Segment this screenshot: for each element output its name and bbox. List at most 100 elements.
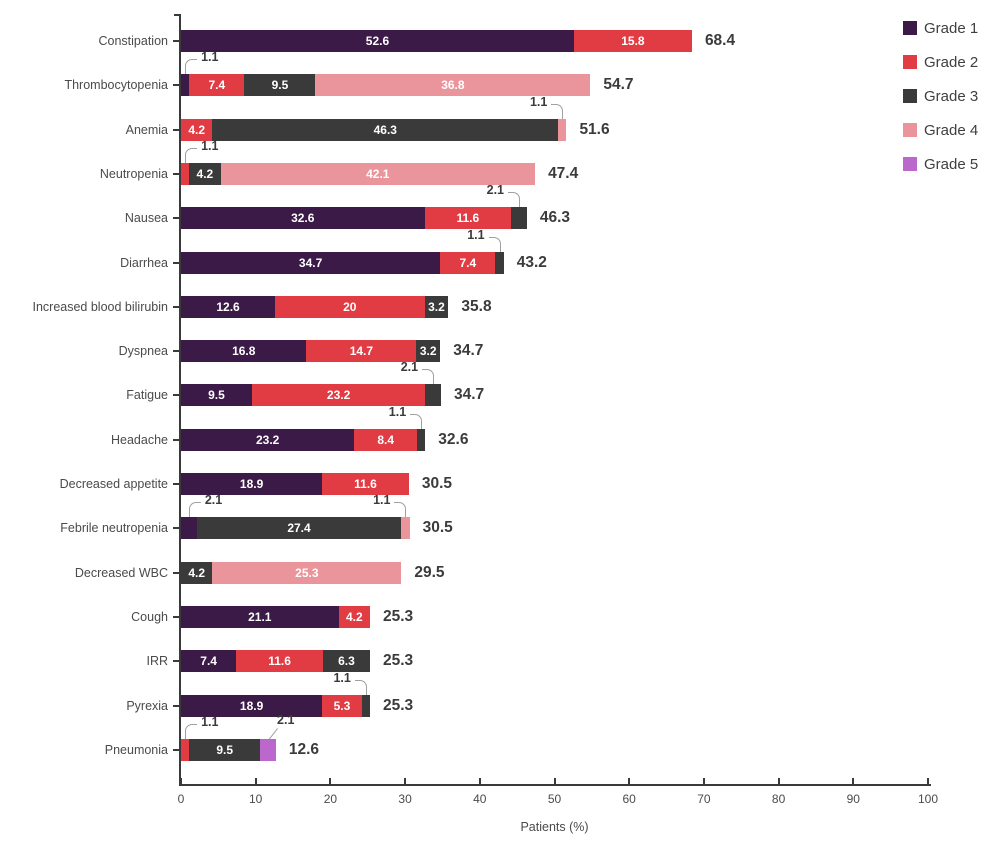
- category-axis-tick: [173, 128, 179, 131]
- segment-value-label: 52.6: [365, 34, 390, 48]
- y-axis-line: [179, 14, 181, 786]
- stacked-bar: 52.6 15.8: [181, 30, 692, 52]
- total-value-label: 29.5: [414, 563, 445, 581]
- x-axis-tick-label: 90: [846, 792, 860, 806]
- bar-segment-grade-3: [361, 694, 370, 717]
- stacked-bar: 7.4 11.6 6.3: [181, 650, 370, 673]
- bar-segment-grade-2: 7.4: [189, 74, 245, 97]
- bar-segment-grade-3: 4.2: [181, 561, 213, 584]
- category-axis-tick: [173, 748, 179, 751]
- legend-swatch: [903, 89, 917, 103]
- bar-row: Nausea 2.1 32.6 11.6 46.3: [125, 183, 941, 230]
- bar-segment-grade-3: 9.5: [244, 74, 316, 97]
- category-label: Neutropenia: [99, 166, 168, 181]
- callout-value-label: 1.1: [201, 138, 219, 153]
- bar-segment-grade-3: 3.2: [424, 295, 449, 318]
- bar-row: Neutropenia 1.1 4.2 42.1 47.4: [100, 139, 941, 185]
- bar-segment-grade-3: [417, 428, 426, 451]
- x-axis-label: Patients (%): [520, 820, 589, 834]
- bar-segment-grade-1: 18.9: [181, 694, 323, 717]
- segment-value-label: 20: [343, 299, 357, 314]
- legend-item-grade-4: Grade 4: [903, 120, 978, 140]
- legend-item-grade-3: Grade 3: [903, 86, 978, 106]
- callout-leader-line: [185, 147, 198, 164]
- bar-segment-grade-2: 15.8: [573, 30, 692, 52]
- x-axis-tick-label: 50: [547, 792, 562, 806]
- bar-row: Cough 21.1 4.2 25.3: [131, 605, 941, 628]
- callout-leader-line: [410, 413, 423, 430]
- bar-segment-grade-1: 18.9: [181, 473, 323, 495]
- bar-segment-grade-1: [181, 74, 190, 97]
- bar-segment-grade-2: 11.6: [424, 207, 512, 230]
- x-axis-tick: [628, 778, 631, 784]
- total-value-label: 25.3: [382, 607, 414, 625]
- total-value-label: 54.7: [603, 76, 634, 94]
- y-axis-top-tick: [174, 14, 180, 16]
- x-axis-tick-label: 40: [473, 792, 487, 806]
- bar-segment-grade-1: 32.6: [181, 207, 425, 230]
- x-axis-line: [179, 784, 931, 786]
- stacked-bar: 9.5: [181, 738, 276, 761]
- legend-swatch: [903, 157, 917, 171]
- bar-segment-grade-2: 8.4: [354, 428, 418, 451]
- x-axis-tick-label: 10: [249, 792, 263, 806]
- callout-value-label: 1.1: [333, 670, 351, 685]
- bar-row: Increased blood bilirubin 12.6 20 3.2 35.8: [32, 295, 941, 318]
- stacked-bar: 7.4 9.5 36.8: [181, 74, 591, 97]
- bar-segment-grade-2: [181, 162, 190, 185]
- callout-value-label: 1.1: [388, 404, 407, 419]
- segment-value-label: 4.2: [196, 166, 214, 181]
- bar-row: Constipation 52.6 15.8 68.4: [99, 30, 941, 52]
- x-axis-tick-label: 60: [622, 792, 636, 806]
- callout-leader-line: [354, 679, 367, 696]
- category-label: Decreased appetite: [59, 477, 168, 491]
- stacked-bar: 23.2 8.4: [181, 428, 426, 451]
- segment-value-label: 7.4: [459, 255, 477, 270]
- total-value-label: 30.5: [422, 519, 453, 537]
- bar-row: Headache 1.1 23.2 8.4 32.6: [111, 405, 941, 451]
- callout-value-label: 1.1: [373, 493, 391, 508]
- category-label: IRR: [146, 654, 168, 669]
- x-axis-tick-label: 0: [177, 792, 185, 806]
- segment-value-label: 4.2: [188, 122, 206, 137]
- legend-swatch: [903, 21, 917, 35]
- stacked-bar: 4.2 25.3: [181, 561, 402, 584]
- bar-segment-grade-2: 20: [275, 295, 425, 318]
- total-value-label: 47.4: [548, 164, 579, 182]
- bar-segment-grade-5: [260, 738, 276, 761]
- segment-value-label: 9.5: [271, 78, 289, 93]
- category-label: Pyrexia: [126, 698, 168, 713]
- bar-row: Dyspnea 16.8 14.7 3.2 34.7: [119, 340, 941, 363]
- stacked-bar: 4.2 46.3: [181, 118, 567, 141]
- stacked-bar: 27.4: [181, 517, 410, 540]
- stacked-bar: 12.6 20 3.2: [181, 295, 449, 318]
- segment-value-label: 8.4: [377, 432, 394, 447]
- legend-swatch: [903, 123, 917, 137]
- segment-value-label: 27.4: [287, 521, 311, 536]
- bar-segment-grade-1: 12.6: [181, 295, 276, 318]
- bar-segment-grade-2: 23.2: [251, 384, 426, 407]
- bar-row: Anemia 1.1 4.2 46.3 51.6: [126, 95, 941, 141]
- bar-segment-grade-3: 46.3: [212, 118, 559, 141]
- total-value-label: 30.5: [421, 475, 452, 492]
- x-axis-tick: [478, 778, 481, 784]
- segment-value-label: 32.6: [291, 211, 315, 226]
- segment-value-label: 42.1: [366, 166, 390, 181]
- segment-value-label: 11.6: [456, 211, 480, 226]
- callout-leader-line: [488, 236, 501, 253]
- category-axis-tick: [173, 660, 179, 663]
- callout-value-label: 1.1: [529, 94, 548, 109]
- segment-value-label: 9.5: [216, 742, 234, 757]
- bar-segment-grade-4: 25.3: [212, 561, 402, 584]
- callout-value-label: 2.1: [204, 493, 223, 508]
- segment-value-label: 7.4: [208, 78, 226, 93]
- callout-value-label: 1.1: [201, 50, 219, 65]
- category-label: Anemia: [125, 122, 168, 137]
- total-value-label: 34.7: [453, 386, 485, 404]
- bar-segment-grade-4: [558, 118, 567, 141]
- bar-row: Thrombocytopenia 1.1 7.4 9.5 36.8 54.7: [64, 50, 941, 97]
- category-label: Diarrhea: [120, 255, 168, 270]
- total-value-label: 35.8: [461, 297, 492, 315]
- x-axis-tick: [777, 778, 780, 784]
